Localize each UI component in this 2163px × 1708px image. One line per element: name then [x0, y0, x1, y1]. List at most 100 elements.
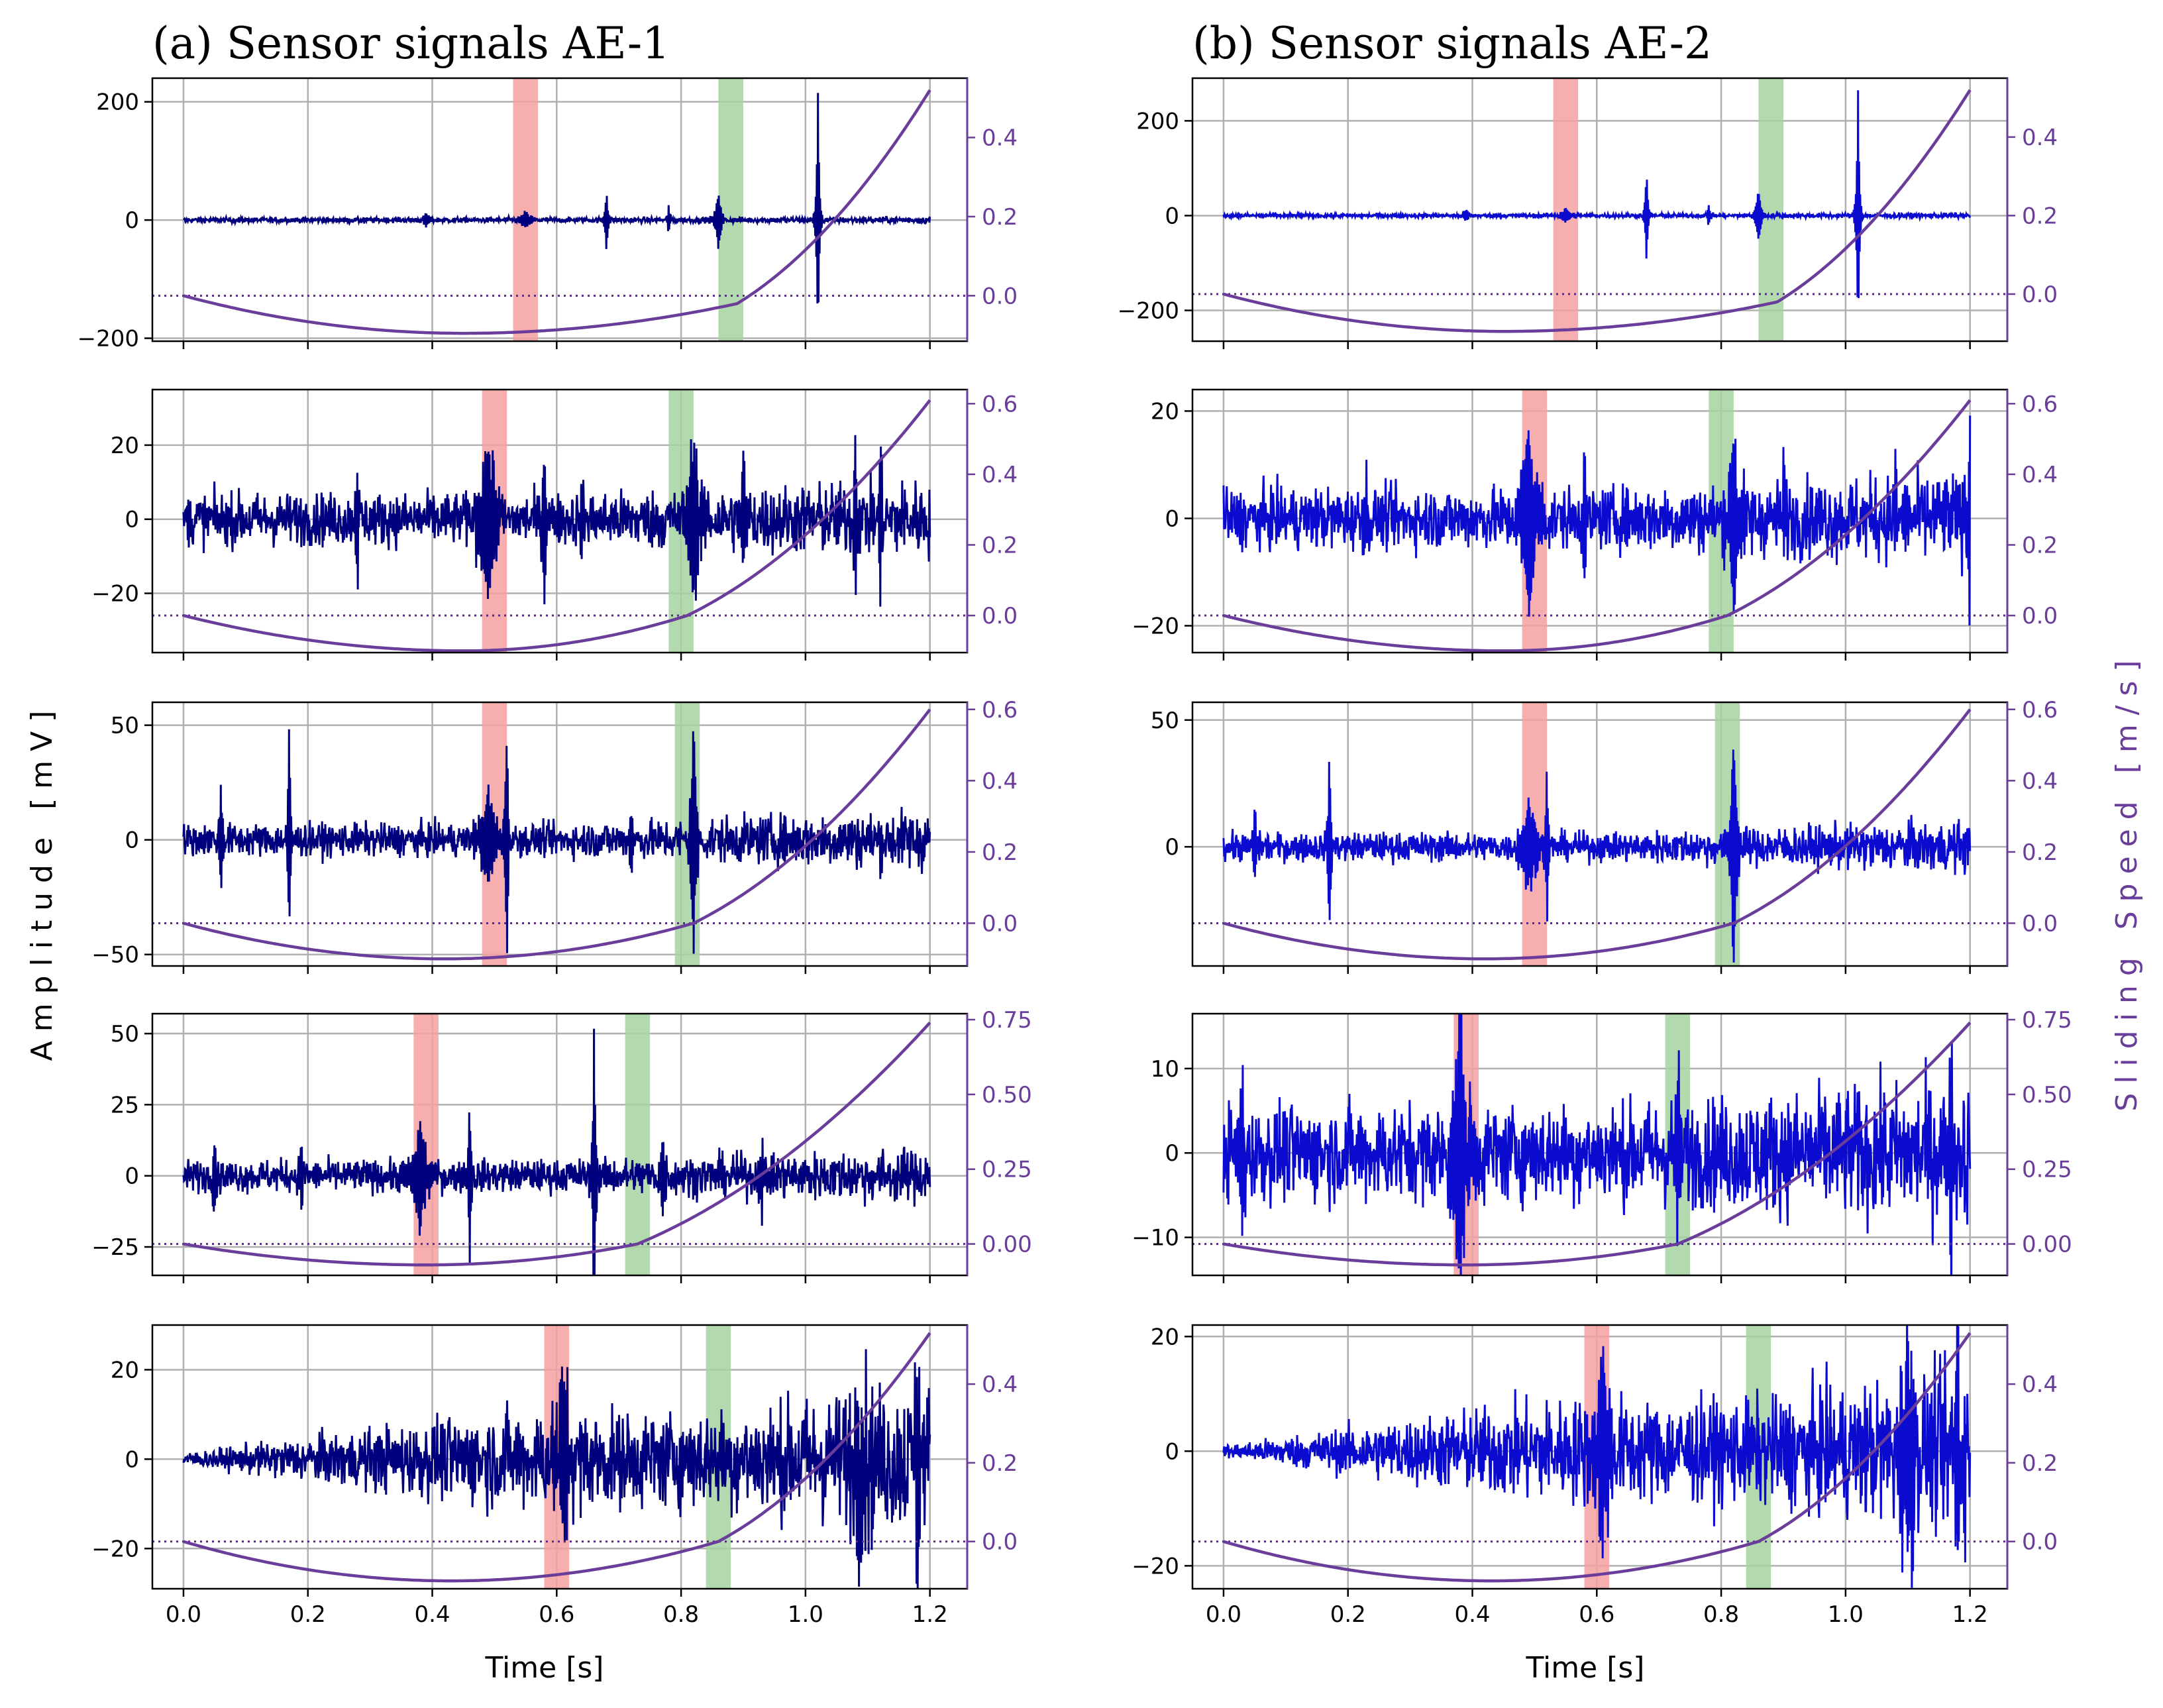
panel-b-title: (b) Sensor signals AE-2 — [1192, 18, 1712, 69]
subplot-a-1: −200 0 200 0.0 0.2 0.4 — [78, 77, 1018, 352]
speed-line — [1223, 89, 1972, 333]
y-tick-label-2: 20 — [111, 433, 139, 459]
y-tick-label-1: 0 — [1165, 1140, 1179, 1167]
right-y-axis-label: Sliding Speed [m/s] — [2110, 651, 2144, 1111]
x-axis-label-a: Time [s] — [485, 1651, 604, 1685]
r-tick-label-2: 0.4 — [2022, 462, 2058, 488]
r-tick-label-0: 0.0 — [2022, 1529, 2058, 1556]
speed-line — [1223, 708, 1972, 961]
red-band — [513, 78, 539, 341]
r-tick-label-0: 0.0 — [982, 1529, 1018, 1556]
x-tick-label-2: 0.4 — [1454, 1601, 1490, 1628]
x-tick-label-2: 0.4 — [414, 1601, 450, 1628]
r-tick-label-3: 0.75 — [982, 1007, 1032, 1034]
subplot-b-4: −10 0 10 0.00 0.25 0.50 0.75 — [1132, 1007, 2072, 1283]
x-tick-label-0: 0.0 — [166, 1601, 201, 1628]
signal-line — [182, 435, 931, 607]
signal-line — [182, 1349, 931, 1589]
y-tick-label-2: 10 — [1151, 1056, 1179, 1083]
subplot-b-5: −20 0 20 0.0 0.2 0.4 0.0 0.2 0.4 0.6 0.8 1.0 1.2 — [1132, 1324, 2058, 1628]
r-tick-label-0: 0.0 — [982, 603, 1018, 629]
r-tick-label-2: 0.4 — [982, 462, 1018, 488]
r-tick-label-1: 0.2 — [982, 532, 1018, 559]
x-tick-label-4: 0.8 — [1703, 1601, 1739, 1628]
green-band — [718, 78, 743, 341]
signal-line — [1222, 1014, 1972, 1275]
r-tick-label-2: 0.4 — [982, 768, 1018, 794]
y-tick-label-0: −20 — [91, 1536, 139, 1562]
y-tick-label-1: 50 — [1151, 708, 1179, 734]
x-tick-label-6: 1.2 — [1952, 1601, 1988, 1628]
signal-line — [1222, 90, 1972, 299]
y-tick-label-0: −200 — [78, 326, 139, 352]
subplot-b-1: −200 0 200 0.0 0.2 0.4 — [1118, 77, 2058, 349]
y-tick-label-2: 50 — [111, 713, 139, 739]
subplot-a-5: −20 0 20 0.0 0.2 0.4 0.0 0.2 0.4 0.6 0.8 1.0 1.2 — [91, 1324, 1018, 1628]
signal-line — [182, 729, 931, 954]
x-tick-label-6: 1.2 — [912, 1601, 948, 1628]
speed-line — [183, 89, 931, 335]
x-tick-label-0: 0.0 — [1206, 1601, 1241, 1628]
r-tick-label-2: 0.4 — [2022, 1371, 2058, 1398]
r-tick-label-1: 0.2 — [982, 204, 1018, 231]
x-tick-label-3: 0.6 — [1579, 1601, 1614, 1628]
green-band — [625, 1014, 651, 1275]
y-tick-label-0: −20 — [91, 581, 139, 608]
y-tick-label-1: 0 — [125, 207, 139, 234]
y-tick-label-0: −50 — [91, 942, 139, 969]
r-tick-label-0: 0.0 — [982, 283, 1018, 309]
speed-line — [1223, 399, 1972, 653]
r-tick-label-0: 0.0 — [2022, 603, 2058, 629]
signal-line — [1222, 749, 1972, 963]
y-tick-label-1: 0 — [1165, 506, 1179, 532]
r-tick-label-1: 0.2 — [982, 839, 1018, 866]
r-tick-label-3: 0.6 — [982, 697, 1018, 723]
x-tick-label-5: 1.0 — [1828, 1601, 1864, 1628]
r-tick-label-2: 0.50 — [982, 1082, 1032, 1108]
y-tick-label-0: 0 — [1165, 834, 1179, 861]
x-tick-label-5: 1.0 — [788, 1601, 823, 1628]
x-tick-label-3: 0.6 — [539, 1601, 574, 1628]
r-tick-label-0: 0.0 — [2022, 282, 2058, 308]
r-tick-label-2: 0.4 — [982, 1371, 1018, 1398]
y-tick-label-2: 25 — [111, 1092, 139, 1118]
speed-line — [1223, 1021, 1972, 1267]
axes-frame — [1191, 77, 2009, 343]
y-tick-label-2: 200 — [96, 89, 139, 116]
subplot-b-3: 0 50 0.0 0.2 0.4 0.6 — [1151, 697, 2058, 974]
y-tick-label-0: −20 — [1132, 613, 1179, 639]
y-tick-label-3: 50 — [111, 1021, 139, 1047]
y-tick-label-2: 20 — [1151, 1324, 1179, 1350]
r-tick-label-0: 0.00 — [982, 1232, 1032, 1258]
y-tick-label-1: 0 — [1165, 203, 1179, 229]
y-tick-label-0: −20 — [1132, 1553, 1179, 1579]
r-tick-label-2: 0.4 — [2022, 125, 2058, 151]
subplot-a-2: −20 0 20 0.0 0.2 0.4 0.6 — [91, 388, 1018, 661]
r-tick-label-1: 0.2 — [2022, 1450, 2058, 1477]
speed-line — [183, 1332, 931, 1583]
speed-line — [183, 399, 931, 653]
r-tick-label-1: 0.2 — [2022, 839, 2058, 866]
subplots: −20002000.00.20.4−200200.00.20.40.6−5005… — [78, 77, 2072, 1628]
subplot-a-3: −50 0 50 0.0 0.2 0.4 0.6 — [91, 697, 1018, 974]
x-tick-label-1: 0.2 — [1330, 1601, 1366, 1628]
r-tick-label-2: 0.4 — [2022, 768, 2058, 794]
y-tick-label-1: 0 — [125, 1446, 139, 1473]
y-tick-label-2: 20 — [111, 1357, 139, 1383]
y-tick-label-1: 0 — [125, 507, 139, 533]
signal-line — [182, 1028, 931, 1275]
y-tick-label-0: −10 — [1132, 1225, 1179, 1252]
y-tick-label-0: −25 — [91, 1234, 139, 1261]
left-y-axis-label: Amplitude [mV] — [25, 702, 59, 1061]
r-tick-label-0: 0.0 — [982, 910, 1018, 937]
r-tick-label-1: 0.25 — [982, 1157, 1032, 1183]
r-tick-label-0: 0.0 — [2022, 910, 2058, 937]
y-tick-label-2: 20 — [1151, 398, 1179, 425]
y-tick-label-1: 0 — [125, 827, 139, 854]
signal-line — [1222, 415, 1972, 626]
axes-frame — [151, 1012, 969, 1277]
y-tick-label-1: 0 — [1165, 1438, 1179, 1465]
r-tick-label-1: 0.2 — [982, 1450, 1018, 1477]
y-tick-label-1: 0 — [125, 1163, 139, 1190]
speed-line — [183, 1021, 931, 1267]
